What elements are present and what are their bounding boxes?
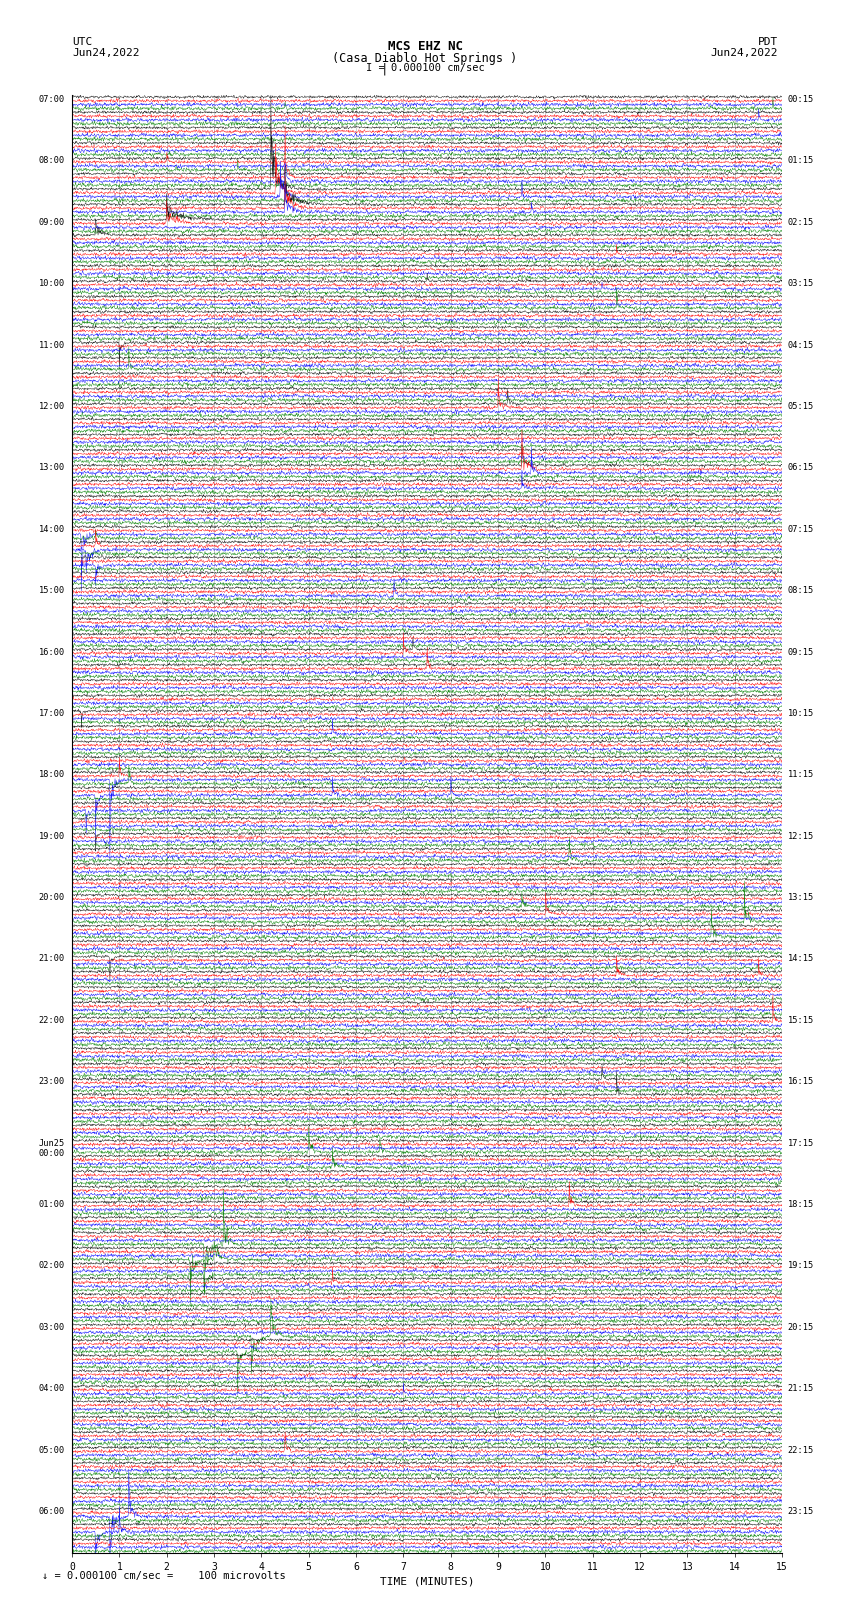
Text: 14:00: 14:00 [38,524,65,534]
Text: MCS EHZ NC: MCS EHZ NC [388,40,462,53]
Text: 12:15: 12:15 [788,832,814,840]
Text: 21:15: 21:15 [788,1384,814,1394]
Text: 23:00: 23:00 [38,1077,65,1086]
Text: (Casa Diablo Hot Springs ): (Casa Diablo Hot Springs ) [332,52,518,65]
Text: 02:15: 02:15 [788,218,814,227]
Text: 19:00: 19:00 [38,832,65,840]
Text: 07:15: 07:15 [788,524,814,534]
Text: 15:15: 15:15 [788,1016,814,1024]
Text: 17:15: 17:15 [788,1139,814,1147]
Text: 11:00: 11:00 [38,340,65,350]
Text: 17:00: 17:00 [38,708,65,718]
Text: 06:00: 06:00 [38,1507,65,1516]
Text: 21:00: 21:00 [38,955,65,963]
Text: Jun24,2022: Jun24,2022 [72,48,139,58]
Text: 18:00: 18:00 [38,771,65,779]
Text: 14:15: 14:15 [788,955,814,963]
Text: 18:15: 18:15 [788,1200,814,1210]
Text: 09:15: 09:15 [788,647,814,656]
Text: 04:00: 04:00 [38,1384,65,1394]
Text: ↓ = 0.000100 cm/sec =    100 microvolts: ↓ = 0.000100 cm/sec = 100 microvolts [42,1571,286,1581]
Text: 01:15: 01:15 [788,156,814,166]
Text: 15:00: 15:00 [38,586,65,595]
Text: 20:00: 20:00 [38,894,65,902]
Text: 13:00: 13:00 [38,463,65,473]
Text: Jun25
00:00: Jun25 00:00 [38,1139,65,1158]
Text: 13:15: 13:15 [788,894,814,902]
Text: 01:00: 01:00 [38,1200,65,1210]
Text: 11:15: 11:15 [788,771,814,779]
X-axis label: TIME (MINUTES): TIME (MINUTES) [380,1576,474,1586]
Text: 05:00: 05:00 [38,1445,65,1455]
Text: 19:15: 19:15 [788,1261,814,1271]
Text: 22:15: 22:15 [788,1445,814,1455]
Text: 04:15: 04:15 [788,340,814,350]
Text: 23:15: 23:15 [788,1507,814,1516]
Text: 03:15: 03:15 [788,279,814,289]
Text: PDT: PDT [757,37,778,47]
Text: 02:00: 02:00 [38,1261,65,1271]
Text: 12:00: 12:00 [38,402,65,411]
Text: 06:15: 06:15 [788,463,814,473]
Text: 16:00: 16:00 [38,647,65,656]
Text: 10:00: 10:00 [38,279,65,289]
Text: 00:15: 00:15 [788,95,814,103]
Text: 07:00: 07:00 [38,95,65,103]
Text: 10:15: 10:15 [788,708,814,718]
Text: 03:00: 03:00 [38,1323,65,1332]
Text: 08:15: 08:15 [788,586,814,595]
Text: I = 0.000100 cm/sec: I = 0.000100 cm/sec [366,63,484,73]
Text: 09:00: 09:00 [38,218,65,227]
Text: 16:15: 16:15 [788,1077,814,1086]
Text: |: | [381,63,388,76]
Text: 08:00: 08:00 [38,156,65,166]
Text: Jun24,2022: Jun24,2022 [711,48,778,58]
Text: 20:15: 20:15 [788,1323,814,1332]
Text: 22:00: 22:00 [38,1016,65,1024]
Text: 05:15: 05:15 [788,402,814,411]
Text: UTC: UTC [72,37,93,47]
